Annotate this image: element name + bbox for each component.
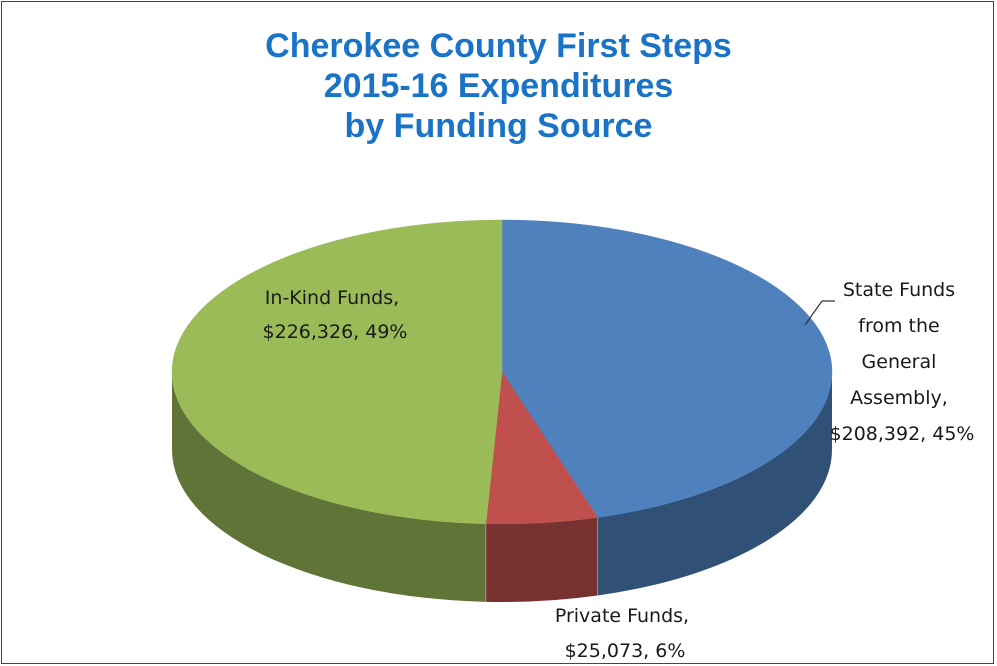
label-private-funds-line-2: $25,073, 6% (565, 640, 686, 662)
label-state-funds-line-1: State Funds (843, 279, 955, 301)
chart-title: Cherokee County First Steps 2015-16 Expe… (2, 26, 995, 146)
label-private-funds-line-1: Private Funds, (555, 605, 689, 627)
label-in-kind-funds-line-2: $226,326, 49% (263, 321, 408, 343)
state-funds-leader-line (804, 300, 835, 326)
label-state-funds-line-3: General (862, 351, 937, 373)
slice-side-in-kind-funds (172, 372, 486, 602)
chart-title-line-1: Cherokee County First Steps (265, 27, 732, 65)
label-private-funds: Private Funds, $25,073, 6% (555, 605, 695, 662)
label-in-kind-funds: In-Kind Funds, $226,326, 49% (263, 287, 408, 343)
slice-side-private-funds (485, 517, 598, 602)
label-state-funds-line-5: $208,392, 45% (830, 423, 975, 445)
slice-state-funds-from-the-general-assembly (501, 219, 833, 518)
label-state-funds-line-2: from the (858, 315, 939, 337)
pie-sides (172, 372, 832, 602)
chart-title-line-3: by Funding Source (344, 107, 653, 145)
label-state-funds: State Funds from the General Assembly, $… (830, 279, 975, 445)
slice-in-kind-funds (171, 219, 503, 525)
slice-side-state-funds-from-the-general-assembly (597, 372, 832, 596)
pie-labels: State Funds from the General Assembly, $… (263, 279, 975, 662)
pie-slices (171, 219, 833, 525)
chart-title-line-2: 2015-16 Expenditures (323, 67, 674, 105)
label-state-funds-line-4: Assembly, (850, 387, 948, 409)
label-in-kind-funds-line-1: In-Kind Funds, (265, 287, 399, 309)
